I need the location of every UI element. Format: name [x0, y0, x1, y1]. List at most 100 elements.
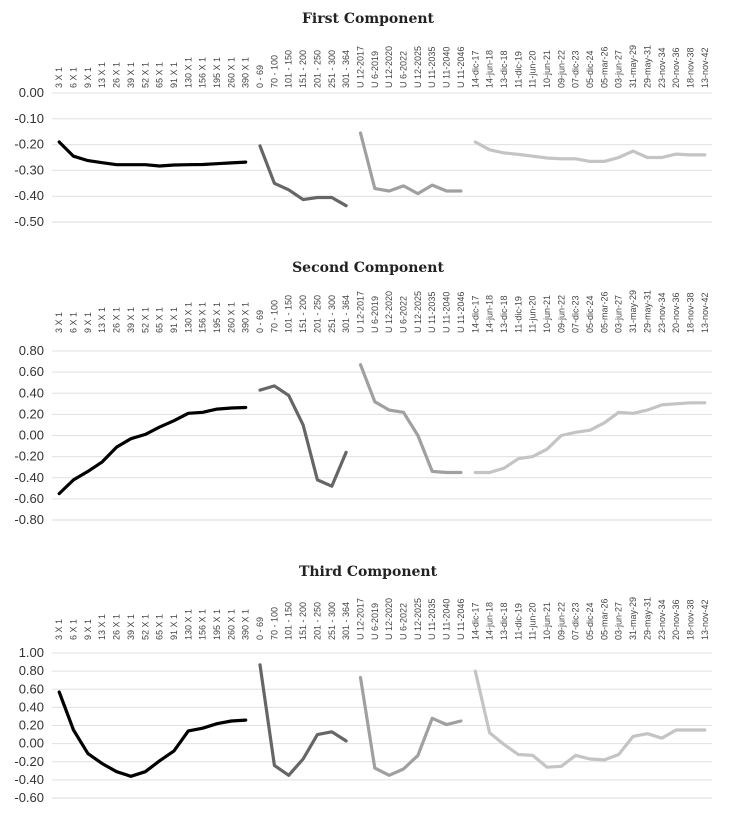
x-tick-label: 13-dic-18: [499, 295, 509, 333]
x-tick-label: 130 X 1: [183, 57, 193, 88]
x-tick-label: 70 - 100: [269, 607, 279, 640]
x-tick-label: U 11-2040: [442, 47, 452, 88]
y-tick-label: -0.20: [14, 449, 44, 464]
x-tick-label: 26 X 1: [112, 307, 122, 333]
series-line-group-2: [258, 663, 348, 777]
x-tick-label: U 6-2022: [399, 51, 409, 88]
x-tick-label: 13-nov-42: [700, 47, 710, 88]
x-tick-label: 9 X 1: [83, 312, 93, 333]
x-tick-label: 0 - 69: [255, 310, 265, 333]
y-tick-label: -0.40: [14, 188, 44, 203]
x-tick-label: U 6-2022: [399, 296, 409, 333]
x-tick-label: 3 X 1: [54, 312, 64, 333]
x-tick-label: 14-jun-18: [485, 50, 495, 88]
x-tick-label: 156 X 1: [198, 609, 208, 640]
x-tick-label: U 12-2025: [413, 46, 423, 88]
x-tick-label: U 12-2017: [355, 291, 365, 333]
x-tick-label: 10-jun-21: [542, 50, 552, 88]
series-line-group-1: [57, 690, 248, 778]
y-tick-label: 0.00: [19, 736, 44, 751]
x-tick-label: 10-jun-21: [542, 602, 552, 640]
x-tick-label: 130 X 1: [183, 302, 193, 333]
x-tick-label: 151 - 200: [298, 602, 308, 640]
x-tick-label: 05-dic-24: [585, 602, 595, 640]
x-tick-label: 13-nov-42: [700, 599, 710, 640]
y-tick-label: 0.40: [19, 699, 44, 714]
x-tick-label: 14-dic-17: [470, 295, 480, 333]
x-tick-label: U 11-2046: [456, 47, 466, 88]
y-tick-label: -0.80: [14, 512, 44, 527]
x-tick-label: 151 - 200: [298, 295, 308, 333]
x-tick-label: 11-dic-19: [513, 296, 523, 333]
x-tick-label: 31-may-29: [628, 45, 638, 88]
x-tick-label: 260 X 1: [226, 57, 236, 88]
series-line-group-4: [473, 140, 707, 163]
x-tick-label: 13 X 1: [97, 62, 107, 88]
x-tick-label: 23-nov-34: [657, 599, 667, 640]
x-tick-label: U 11-2040: [442, 599, 452, 640]
x-tick-label: 14-jun-18: [485, 295, 495, 333]
y-tick-label: 0.00: [19, 428, 44, 443]
x-tick-label: 11-dic-19: [513, 603, 523, 640]
series-line-group-2: [258, 384, 348, 488]
x-tick-label: 18-nov-38: [685, 599, 695, 640]
x-tick-label: 18-nov-38: [685, 47, 695, 88]
x-tick-label: 05-dic-24: [585, 50, 595, 88]
x-tick-label: 70 - 100: [269, 300, 279, 333]
x-tick-label: U 12-2020: [384, 46, 394, 88]
x-tick-label: 3 X 1: [54, 619, 64, 640]
x-tick-label: 91 X 1: [169, 614, 179, 640]
x-tick-label: U 6-2019: [370, 51, 380, 88]
x-tick-label: 260 X 1: [226, 302, 236, 333]
series-line-group-3: [358, 675, 463, 777]
x-tick-label: 101 - 150: [284, 295, 294, 333]
x-tick-label: 0 - 69: [255, 617, 265, 640]
x-tick-label: 14-dic-17: [470, 50, 480, 88]
x-tick-label: 195 X 1: [212, 302, 222, 333]
y-tick-label: -0.10: [14, 111, 44, 126]
chart-third-component: Third Component -0.60 -0.40 -0.20 0.00 0.20 0…: [14, 564, 712, 805]
x-tick-label: 301 - 364: [341, 602, 351, 640]
x-tick-label: U 12-2020: [384, 291, 394, 333]
y-tick-label: -0.20: [14, 754, 44, 769]
x-tick-label: 301 - 364: [341, 295, 351, 333]
y-tick-label: -0.60: [14, 491, 44, 506]
x-tick-label: U 12-2017: [355, 598, 365, 640]
y-tick-label: 0.80: [19, 343, 44, 358]
x-tick-label: U 6-2019: [370, 603, 380, 640]
x-tick-label: 70 - 100: [269, 55, 279, 88]
x-tick-label: 390 X 1: [241, 57, 251, 88]
x-tick-label: 14-dic-17: [470, 602, 480, 640]
x-tick-label: 195 X 1: [212, 609, 222, 640]
x-tick-label: 251 - 300: [327, 602, 337, 640]
x-tick-label: 05-mar-26: [599, 291, 609, 333]
x-tick-label: 0 - 69: [255, 65, 265, 88]
series-line-group-3: [358, 131, 463, 196]
x-tick-label: U 11-2040: [442, 292, 452, 333]
x-tick-label: 11-dic-19: [513, 51, 523, 88]
x-tick-label: 05-dic-24: [585, 295, 595, 333]
x-tick-label: 301 - 364: [341, 50, 351, 88]
y-tick-label: 0.60: [19, 681, 44, 696]
series-line-group-4: [473, 669, 707, 769]
x-tick-label: 26 X 1: [112, 614, 122, 640]
x-tick-label: 20-nov-36: [671, 599, 681, 640]
x-tick-label: 13 X 1: [97, 614, 107, 640]
x-tick-label: 151 - 200: [298, 50, 308, 88]
x-tick-label: U 11-2035: [427, 292, 437, 333]
x-tick-label: 29-may-31: [642, 290, 652, 333]
x-tick-label: 52 X 1: [140, 614, 150, 640]
y-tick-label: -0.20: [14, 137, 44, 152]
x-tick-label: 156 X 1: [198, 302, 208, 333]
series-line-group-4: [473, 401, 707, 475]
x-tick-label: 251 - 300: [327, 50, 337, 88]
x-tick-label: 10-jun-21: [542, 295, 552, 333]
y-tick-label: 0.60: [19, 364, 44, 379]
x-tick-label: 65 X 1: [155, 307, 165, 333]
y-tick-label: 0.20: [19, 718, 44, 733]
x-tick-label: 13-nov-42: [700, 292, 710, 333]
x-tick-label: 23-nov-34: [657, 47, 667, 88]
chart-second-component: Second Component -0.80 -0.60 -0.40 -0.20 0.0…: [14, 260, 712, 527]
x-tick-label: 09-jun-22: [556, 602, 566, 640]
